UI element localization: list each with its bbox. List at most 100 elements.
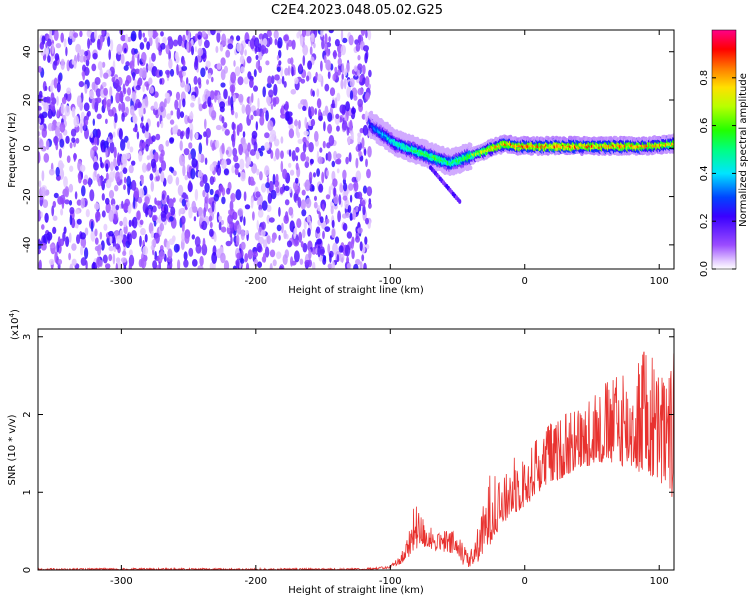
noise-cell bbox=[290, 89, 297, 95]
noise-cell bbox=[120, 164, 124, 171]
noise-cell bbox=[144, 131, 150, 139]
noise-cell bbox=[112, 170, 116, 178]
noise-cell bbox=[284, 211, 289, 222]
noise-cell bbox=[160, 42, 166, 50]
noise-cell bbox=[56, 96, 59, 106]
noise-cell bbox=[230, 236, 233, 245]
noise-cell bbox=[237, 208, 244, 217]
noise-cell bbox=[255, 121, 258, 131]
noise-cell bbox=[69, 263, 74, 269]
noise-cell bbox=[224, 129, 230, 136]
noise-cell bbox=[324, 105, 329, 116]
noise-cell bbox=[325, 194, 331, 200]
noise-cell bbox=[146, 83, 149, 91]
noise-cell bbox=[68, 200, 73, 206]
noise-cell bbox=[189, 112, 194, 120]
noise-cell bbox=[328, 186, 331, 198]
noise-cell bbox=[120, 53, 125, 65]
noise-cell bbox=[191, 158, 198, 168]
noise-cell bbox=[94, 30, 98, 40]
noise-cell bbox=[122, 250, 127, 256]
noise-cell bbox=[141, 67, 147, 79]
noise-cell bbox=[215, 45, 219, 54]
noise-cell bbox=[268, 136, 275, 143]
noise-cell bbox=[121, 200, 124, 209]
noise-cell bbox=[295, 177, 299, 184]
noise-cell bbox=[159, 78, 163, 85]
noise-cell bbox=[161, 193, 165, 201]
noise-cell bbox=[70, 128, 77, 137]
noise-cell bbox=[354, 39, 359, 45]
noise-cell bbox=[355, 258, 361, 266]
noise-cell bbox=[52, 200, 56, 208]
noise-cell bbox=[129, 60, 135, 70]
noise-cell bbox=[115, 243, 120, 250]
noise-cell bbox=[57, 259, 63, 265]
noise-cell bbox=[333, 150, 338, 161]
noise-cell bbox=[299, 258, 304, 265]
noise-cell bbox=[86, 110, 91, 117]
noise-cell bbox=[137, 196, 143, 204]
noise-cell bbox=[339, 253, 345, 263]
noise-cell bbox=[114, 78, 120, 88]
noise-cell bbox=[132, 72, 136, 81]
noise-cell bbox=[274, 38, 278, 46]
noise-cell bbox=[245, 262, 250, 269]
noise-cell bbox=[238, 143, 244, 156]
snr-plot bbox=[38, 351, 674, 570]
noise-cell bbox=[73, 32, 79, 38]
noise-cell bbox=[253, 69, 257, 78]
noise-cell bbox=[105, 263, 111, 269]
noise-cell bbox=[366, 168, 371, 179]
noise-cell bbox=[50, 82, 54, 93]
noise-cell bbox=[64, 186, 70, 198]
noise-cell bbox=[68, 183, 74, 193]
noise-cell bbox=[221, 33, 227, 46]
noise-cell bbox=[232, 265, 237, 269]
noise-cell bbox=[75, 137, 80, 144]
noise-cell bbox=[259, 171, 263, 181]
noise-cell bbox=[41, 170, 45, 182]
noise-cell bbox=[101, 81, 107, 88]
noise-cell bbox=[297, 102, 302, 110]
noise-cell bbox=[256, 219, 259, 231]
noise-cell bbox=[76, 95, 82, 108]
noise-cell bbox=[151, 239, 157, 247]
noise-cell bbox=[209, 90, 215, 100]
noise-cell bbox=[73, 152, 77, 162]
noise-cell bbox=[160, 31, 164, 37]
noise-cell bbox=[159, 245, 164, 252]
noise-cell bbox=[82, 71, 86, 81]
noise-cell bbox=[123, 65, 129, 71]
noise-cell bbox=[207, 96, 212, 107]
noise-cell bbox=[308, 106, 311, 118]
noise-cell bbox=[126, 140, 130, 150]
noise-cell bbox=[291, 66, 294, 77]
noise-cell bbox=[66, 155, 71, 163]
noise-cell bbox=[127, 87, 131, 96]
noise-cell bbox=[90, 132, 94, 139]
noise-cell bbox=[257, 209, 264, 218]
noise-cell bbox=[83, 55, 87, 63]
noise-cell bbox=[244, 253, 249, 263]
noise-cell bbox=[240, 229, 245, 241]
noise-cell bbox=[106, 99, 112, 107]
noise-cell bbox=[105, 163, 109, 173]
noise-cell bbox=[278, 206, 281, 217]
noise-cell bbox=[101, 61, 106, 68]
noise-cell bbox=[96, 256, 101, 269]
noise-cell bbox=[205, 60, 211, 68]
noise-cell bbox=[325, 59, 332, 71]
noise-cell bbox=[349, 119, 353, 131]
noise-cell bbox=[332, 242, 338, 255]
noise-cell bbox=[327, 243, 331, 254]
noise-cell bbox=[117, 261, 122, 269]
noise-cell bbox=[365, 30, 368, 39]
noise-cell bbox=[239, 258, 245, 264]
noise-cell bbox=[337, 210, 341, 223]
noise-cell bbox=[59, 194, 66, 205]
noise-cell bbox=[102, 254, 108, 264]
noise-cell bbox=[41, 186, 46, 198]
noise-cell bbox=[148, 56, 152, 68]
noise-cell bbox=[82, 178, 88, 186]
